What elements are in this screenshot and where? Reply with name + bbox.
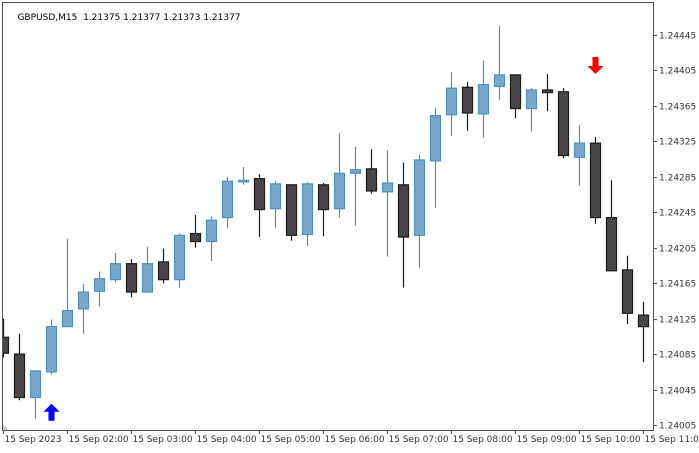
bear-candle xyxy=(319,183,329,236)
x-tick-label: 15 Sep 2023 xyxy=(5,435,62,445)
bull-candle xyxy=(351,147,361,226)
bear-candle xyxy=(127,259,137,297)
bear-candle xyxy=(511,75,521,118)
bull-candle xyxy=(63,239,73,327)
bear-candle xyxy=(639,302,649,362)
x-tick-label: 15 Sep 09:00 xyxy=(517,435,577,445)
bear-candle xyxy=(287,185,297,241)
y-tick-label: 1.24325 xyxy=(659,138,696,148)
bear-candle xyxy=(0,319,9,358)
bull-candle xyxy=(175,234,185,288)
y-tick-label: 1.24165 xyxy=(659,280,696,290)
candles-layer xyxy=(0,26,649,419)
y-tick-label: 1.24245 xyxy=(659,209,696,219)
scroll-marker-icon[interactable] xyxy=(3,424,9,430)
bear-candle xyxy=(623,256,633,324)
bear-candle xyxy=(15,334,25,400)
y-tick-label: 1.24445 xyxy=(659,32,696,42)
bear-candle xyxy=(367,149,377,193)
bear-candle xyxy=(399,163,409,288)
plot-frame xyxy=(3,3,654,431)
symbol-label: GBPUSD,M15 xyxy=(17,13,77,23)
x-tick-label: 15 Sep 07:00 xyxy=(389,435,449,445)
bull-candle xyxy=(495,26,505,100)
ohlc-values: 1.21375 1.21377 1.21373 1.21377 xyxy=(83,13,240,23)
y-tick-label: 1.24045 xyxy=(659,387,696,397)
buy-arrow-icon xyxy=(44,404,60,421)
x-tick-label: 15 Sep 11:00 xyxy=(645,435,699,445)
bull-candle xyxy=(575,125,585,185)
bear-candle xyxy=(191,215,201,248)
bull-candle xyxy=(79,284,89,334)
bull-candle xyxy=(111,253,121,282)
bull-candle xyxy=(335,133,345,217)
bull-candle xyxy=(527,88,537,131)
x-tick-label: 15 Sep 08:00 xyxy=(453,435,513,445)
bear-candle xyxy=(543,74,553,111)
bull-candle xyxy=(271,181,281,228)
bull-candle xyxy=(415,155,425,268)
bull-candle xyxy=(31,370,41,419)
bear-candle xyxy=(559,88,569,158)
y-tick-label: 1.24285 xyxy=(659,174,696,184)
chart-title: GBPUSD,M15 1.21375 1.21377 1.21373 1.213… xyxy=(6,3,241,33)
sell-arrow-icon xyxy=(588,57,604,74)
bear-candle xyxy=(255,174,265,237)
x-tick-label: 15 Sep 03:00 xyxy=(133,435,193,445)
x-tick-label: 15 Sep 06:00 xyxy=(325,435,385,445)
bear-candle xyxy=(591,137,601,224)
y-tick-label: 1.24005 xyxy=(659,422,696,432)
bull-candle xyxy=(383,150,393,256)
bull-candle xyxy=(431,108,441,208)
y-tick-label: 1.24405 xyxy=(659,67,696,77)
bull-candle xyxy=(143,247,153,292)
bear-candle xyxy=(159,249,169,284)
signal-arrows-layer xyxy=(44,57,604,421)
y-tick-label: 1.24085 xyxy=(659,351,696,361)
x-tick-label: 15 Sep 05:00 xyxy=(261,435,321,445)
bull-candle xyxy=(479,61,489,138)
bull-candle xyxy=(303,182,313,246)
bull-candle xyxy=(95,272,105,307)
bear-candle xyxy=(463,82,473,131)
bull-candle xyxy=(239,167,249,185)
y-tick-label: 1.24205 xyxy=(659,245,696,255)
x-tick-label: 15 Sep 02:00 xyxy=(69,435,129,445)
y-tick-label: 1.24365 xyxy=(659,103,696,113)
x-tick-label: 15 Sep 10:00 xyxy=(581,435,641,445)
bull-candle xyxy=(207,217,217,261)
y-tick-label: 1.24125 xyxy=(659,316,696,326)
bull-candle xyxy=(223,177,233,228)
bull-candle xyxy=(447,72,457,136)
bull-candle xyxy=(47,320,57,375)
bear-candle xyxy=(607,180,617,270)
x-tick-label: 15 Sep 04:00 xyxy=(197,435,257,445)
